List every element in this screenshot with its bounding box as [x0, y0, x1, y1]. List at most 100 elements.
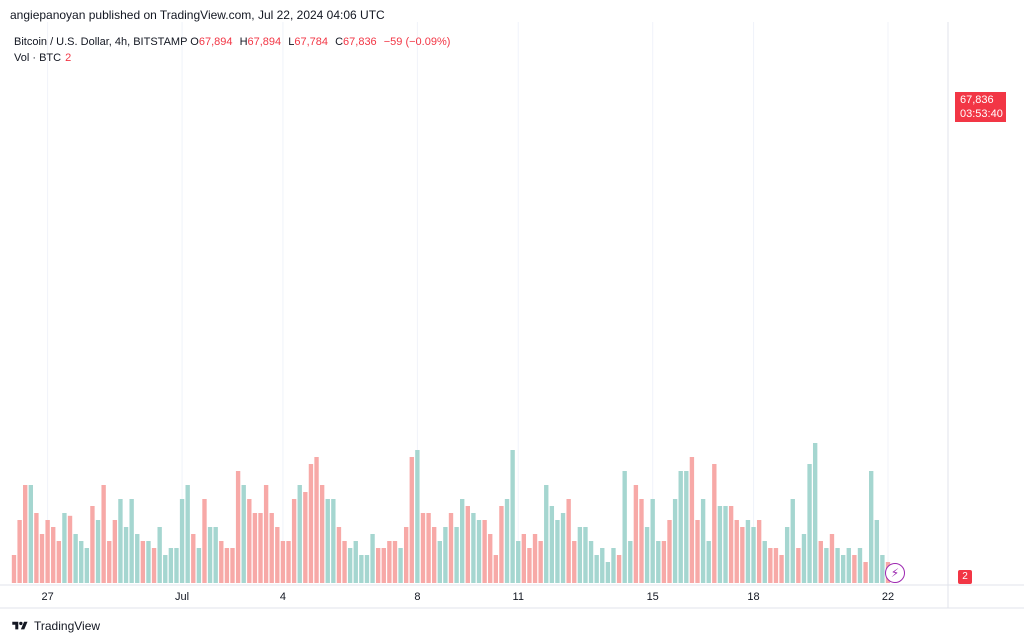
volume-bar: [611, 548, 616, 583]
volume-bar: [118, 499, 123, 583]
volume-bar: [95, 520, 101, 583]
volume-bar: [488, 534, 493, 583]
volume-bar: [398, 548, 403, 583]
volume-bar: [622, 471, 627, 583]
volume-bar: [460, 499, 465, 583]
volume-bar: [67, 515, 73, 583]
volume-bar: [751, 527, 756, 583]
volume-legend: Vol · BTC 2: [14, 50, 71, 66]
legend-low-label: L: [288, 36, 295, 48]
volume-bar: [163, 555, 168, 583]
volume-bar: [319, 485, 325, 583]
volume-bar: [616, 555, 622, 583]
x-tick-label: 22: [882, 591, 894, 603]
volume-bar: [678, 471, 683, 583]
volume-bar: [303, 492, 308, 583]
volume-bar: [600, 548, 605, 583]
volume-bar: [308, 464, 314, 583]
volume-bar: [73, 534, 78, 583]
volume-bar: [734, 520, 739, 583]
volume-bar: [179, 499, 185, 583]
volume-bar: [510, 450, 515, 583]
volume-bar: [779, 555, 784, 583]
volume-bar: [818, 541, 823, 583]
lightning-icon[interactable]: ⚡: [885, 563, 905, 583]
legend-low-value: 67,784: [294, 36, 329, 48]
volume-bar: [499, 506, 504, 583]
volume-bar: [605, 562, 611, 583]
volume-bar: [107, 541, 112, 583]
legend-symbol[interactable]: Bitcoin / U.S. Dollar, 4h, BITSTAMP: [14, 36, 188, 48]
bar-countdown: 03:53:40: [960, 108, 1003, 120]
volume-bar: [448, 513, 454, 583]
volume-bar: [880, 555, 885, 583]
volume-legend-value: 2: [65, 52, 72, 64]
volume-bar: [381, 548, 386, 583]
volume-legend-label[interactable]: Vol · BTC: [14, 52, 62, 64]
volume-bar: [532, 534, 538, 583]
volume-bar: [39, 534, 45, 583]
volume-bar: [493, 555, 499, 583]
volume-bar: [224, 548, 230, 583]
volume-bar: [364, 555, 370, 583]
volume-bar: [555, 520, 560, 583]
volume-bar: [745, 520, 751, 583]
volume-bar: [415, 450, 420, 583]
volume-bar: [723, 506, 728, 583]
volume-bar: [90, 506, 95, 583]
volume-bar: [196, 548, 202, 583]
volume-bar: [129, 499, 134, 583]
volume-bar: [661, 541, 667, 583]
volume-bar: [863, 562, 868, 583]
volume-bar: [588, 541, 594, 583]
volume-bar: [628, 541, 633, 583]
volume-bar: [241, 485, 246, 583]
volume-bar: [482, 520, 487, 583]
volume-bar: [829, 534, 835, 583]
x-tick-label: 18: [747, 591, 759, 603]
volume-bar: [34, 513, 39, 583]
volume-bar: [768, 548, 773, 583]
publisher-line: angiepanoyan published on TradingView.co…: [10, 8, 385, 22]
volume-bar: [191, 534, 196, 583]
volume-bar: [123, 527, 129, 583]
volume-bar: [566, 499, 571, 583]
volume-bar: [11, 555, 17, 583]
volume-bar: [28, 485, 33, 583]
volume-bar: [728, 506, 734, 583]
volume-bar: [275, 527, 280, 583]
volume-bar: [476, 520, 482, 583]
volume-bar: [140, 541, 146, 583]
volume-bar: [465, 506, 470, 583]
volume-bar: [706, 541, 711, 583]
volume-bar: [51, 527, 56, 583]
volume-bar: [101, 485, 106, 583]
last-price-value: 67,836: [960, 94, 994, 106]
volume-bar: [247, 499, 252, 583]
x-tick-label: 11: [513, 591, 524, 603]
volume-bar: [762, 541, 767, 583]
volume-bar: [269, 513, 274, 583]
volume-bar: [392, 541, 398, 583]
volume-bar: [370, 534, 375, 583]
x-tick-label: 27: [41, 591, 53, 603]
volume-bar: [258, 513, 263, 583]
volume-bar: [857, 548, 863, 583]
volume-bar: [740, 527, 745, 583]
footer: TradingView: [10, 619, 100, 633]
volume-bar: [342, 541, 347, 583]
volume-bar: [443, 527, 448, 583]
volume-bar: [689, 457, 695, 583]
volume-bar: [297, 485, 302, 583]
volume-bar: [168, 548, 174, 583]
volume-bar: [790, 499, 795, 583]
volume-bar: [667, 520, 672, 583]
volume-bar: [784, 527, 790, 583]
legend-close-label: C: [335, 36, 344, 48]
footer-brand: TradingView: [34, 619, 101, 633]
volume-bar: [403, 527, 409, 583]
volume-bar: [235, 471, 241, 583]
volume-bar: [17, 520, 22, 583]
last-price-label: 67,836 03:53:40: [955, 92, 1006, 122]
